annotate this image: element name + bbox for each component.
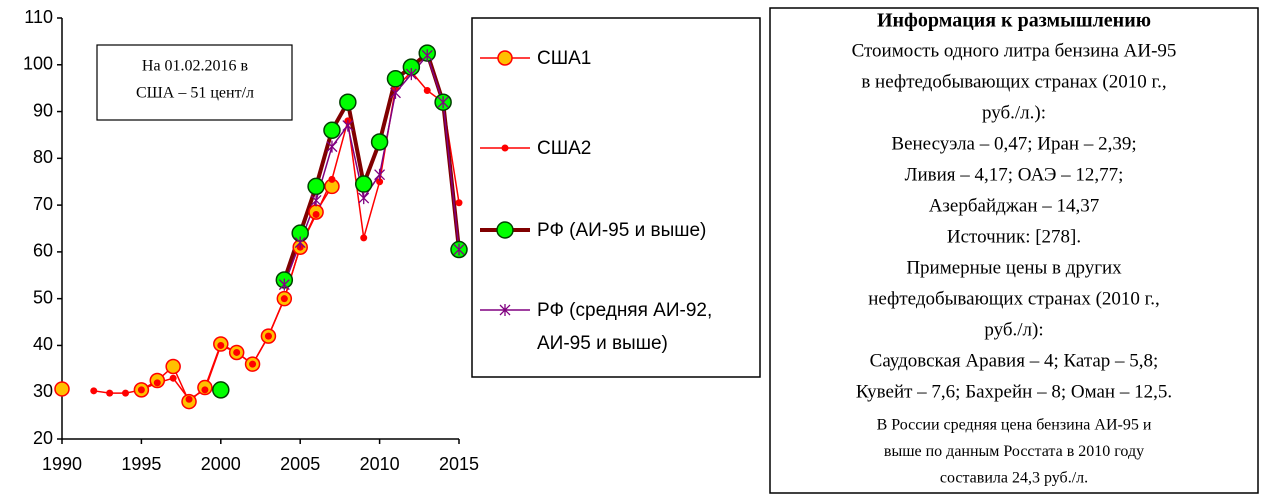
marker: [153, 379, 161, 387]
marker: [278, 278, 290, 291]
marker: [376, 178, 384, 186]
info-line: руб./л.):: [982, 102, 1046, 123]
info-line: в нефтедобывающих странах (2010 г.,: [861, 71, 1166, 92]
series-line: [283, 54, 460, 285]
info-line: нефтедобывающих странах (2010 г.,: [868, 288, 1160, 309]
marker: [201, 386, 209, 394]
y-tick-label: 40: [33, 334, 53, 354]
marker: [360, 234, 368, 242]
info-note: выше по данным Росстата в 2010 году: [884, 443, 1144, 460]
legend-label: США2: [537, 138, 592, 159]
info-line: Кувейт – 7,6; Бахрейн – 8; Оман – 12,5.: [856, 381, 1172, 402]
x-tick-label: 2000: [201, 454, 241, 474]
info-box: [769, 7, 1259, 494]
legend-box: [471, 17, 761, 378]
y-tick-label: 100: [23, 54, 53, 74]
x-tick-label: 1995: [121, 454, 161, 474]
annotation: США – 51 цент/л: [136, 85, 254, 102]
marker: [328, 175, 336, 183]
marker: [374, 168, 386, 181]
marker: [423, 87, 431, 95]
x-tick-label: 2005: [280, 454, 320, 474]
marker: [342, 119, 354, 132]
y-tick-label: 70: [33, 194, 53, 214]
marker: [437, 96, 449, 109]
marker: [106, 389, 114, 397]
info-note: В России средняя цена бензина АИ-95 и: [877, 417, 1152, 434]
marker: [358, 192, 370, 205]
marker: [354, 175, 373, 193]
info-line: Стоимость одного литра бензина АИ-95: [852, 40, 1177, 61]
info-note: составила 24,3 руб./л.: [940, 470, 1088, 487]
info-line: Венесуэла – 0,47; Иран – 2,39;: [891, 133, 1136, 154]
y-tick-label: 30: [33, 381, 53, 401]
marker: [54, 381, 70, 397]
marker: [122, 389, 130, 397]
info-line: Азербайджан – 14,37: [929, 195, 1100, 216]
y-tick-label: 110: [24, 7, 53, 27]
info-line: Источник: [278].: [947, 226, 1081, 247]
x-tick-label: 1990: [42, 454, 82, 474]
info-line: Саудовская Аравия – 4; Катар – 5,8;: [870, 350, 1159, 371]
marker: [249, 360, 257, 368]
annotation: На 01.02.2016 в: [142, 58, 249, 75]
marker: [169, 374, 177, 382]
marker: [233, 348, 241, 356]
marker: [501, 144, 509, 152]
marker: [339, 93, 357, 111]
marker: [217, 341, 225, 349]
marker: [264, 332, 272, 340]
marker: [370, 133, 389, 151]
info-line: руб./л):: [984, 319, 1043, 340]
marker: [212, 381, 230, 399]
x-tick-label: 2010: [360, 454, 400, 474]
marker: [90, 387, 98, 395]
marker: [386, 70, 405, 88]
marker: [294, 236, 306, 249]
marker: [496, 221, 514, 239]
marker: [455, 199, 463, 207]
y-tick-label: 90: [33, 100, 53, 120]
annotation-box: [96, 44, 293, 121]
marker: [312, 210, 320, 218]
y-tick-label: 80: [33, 147, 53, 167]
marker: [307, 177, 325, 196]
marker: [137, 386, 145, 394]
y-tick-label: 60: [33, 241, 53, 261]
marker: [421, 49, 433, 62]
series-line: [282, 51, 461, 281]
marker: [280, 295, 288, 303]
info-line: Ливия – 4,17; ОАЭ – 12,77;: [905, 164, 1124, 185]
marker: [497, 50, 513, 66]
marker: [323, 121, 341, 140]
marker: [405, 68, 417, 81]
marker: [310, 194, 322, 207]
series-line: [93, 71, 460, 400]
marker: [390, 86, 401, 99]
marker: [185, 395, 193, 403]
marker: [499, 304, 511, 316]
legend-label: США1: [537, 48, 592, 69]
legend-label: РФ (средняя АИ-92, АИ-95 и выше): [537, 300, 713, 354]
legend-label: РФ (АИ-95 и выше): [537, 220, 707, 241]
y-tick-label: 20: [33, 428, 53, 448]
marker: [326, 140, 338, 153]
info-line: Примерные цены в других: [906, 257, 1122, 278]
y-tick-label: 50: [33, 287, 53, 307]
marker: [165, 358, 181, 375]
x-tick-label: 2015: [439, 454, 479, 474]
marker: [453, 243, 465, 256]
info-title: Информация к размышлению: [877, 10, 1151, 32]
